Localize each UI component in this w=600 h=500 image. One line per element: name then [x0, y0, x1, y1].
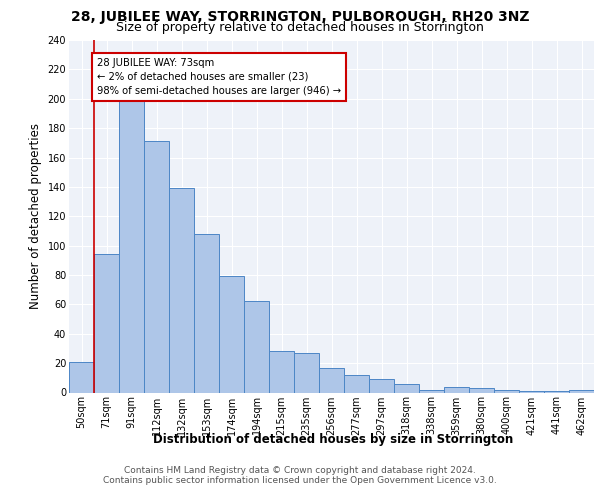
Text: Distribution of detached houses by size in Storrington: Distribution of detached houses by size … [153, 432, 513, 446]
Bar [444, 386, 469, 392]
Text: Contains public sector information licensed under the Open Government Licence v3: Contains public sector information licen… [103, 476, 497, 485]
Bar [369, 380, 394, 392]
Bar [119, 98, 144, 393]
Text: Contains HM Land Registry data © Crown copyright and database right 2024.: Contains HM Land Registry data © Crown c… [124, 466, 476, 475]
Bar [244, 302, 269, 392]
Text: 28, JUBILEE WAY, STORRINGTON, PULBOROUGH, RH20 3NZ: 28, JUBILEE WAY, STORRINGTON, PULBOROUGH… [71, 10, 529, 24]
Bar [219, 276, 244, 392]
Text: 28 JUBILEE WAY: 73sqm
← 2% of detached houses are smaller (23)
98% of semi-detac: 28 JUBILEE WAY: 73sqm ← 2% of detached h… [97, 58, 341, 96]
Bar [519, 391, 544, 392]
Bar [269, 352, 294, 393]
Bar [169, 188, 194, 392]
Bar [544, 391, 569, 392]
Bar [494, 390, 519, 392]
Y-axis label: Number of detached properties: Number of detached properties [29, 123, 42, 309]
Bar [294, 353, 319, 393]
Bar [69, 362, 94, 392]
Text: Size of property relative to detached houses in Storrington: Size of property relative to detached ho… [116, 21, 484, 34]
Bar [569, 390, 594, 392]
Bar [469, 388, 494, 392]
Bar [344, 375, 369, 392]
Bar [194, 234, 219, 392]
Bar [394, 384, 419, 392]
Bar [144, 142, 169, 392]
Bar [319, 368, 344, 392]
Bar [94, 254, 119, 392]
Bar [419, 390, 444, 392]
